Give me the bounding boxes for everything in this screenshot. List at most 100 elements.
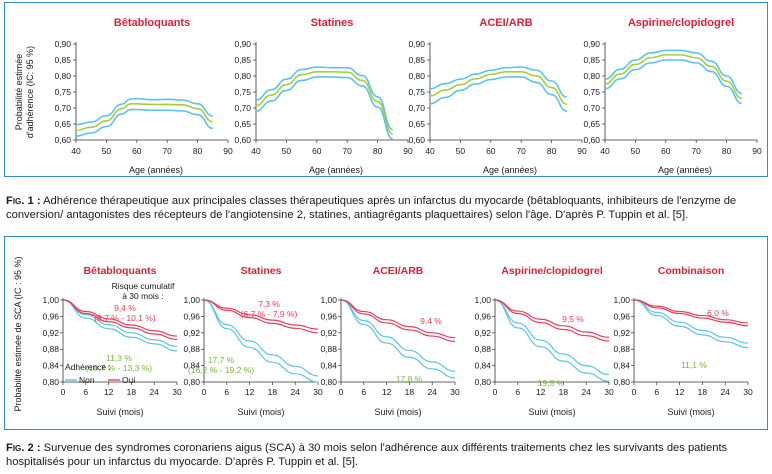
y-tick-label: 1,00 [474,295,491,305]
x-tick-label: 18 [698,387,708,397]
y-tick-label: 0,92 [42,328,59,338]
data-annotation: 11,3 % [106,353,132,363]
x-tick-label: 0 [202,387,207,397]
x-tick-label: 12 [104,387,114,397]
x-tick-label: 50 [102,146,112,156]
series-line [62,299,178,347]
data-annotation: 19,5 % [538,378,565,388]
chart-title: Combinaison [658,265,725,277]
series-line [494,299,610,342]
y-tick-label: 0,70 [234,103,251,113]
x-tick-label: 90 [752,146,762,156]
series-line [340,299,456,372]
data-annotation: 9,5 % [562,314,584,324]
y-tick-label: 0,88 [474,344,491,354]
y-axis-label: Probabilité estiméed'adhérence (IC: 95 %… [14,46,35,138]
y-tick-label: 0,84 [474,361,491,371]
y-tick-label: 0,88 [183,344,200,354]
x-tick-label: 90 [223,146,233,156]
chart-title: ACEI/ARB [373,265,424,277]
y-tick-label: 0,92 [320,328,337,338]
y-axis-label-line: Probabilité estimée [14,54,24,131]
x-tick-label: 50 [631,146,641,156]
y-tick-label: 1,00 [320,295,337,305]
x-tick-label: 12 [245,387,255,397]
x-axis-label: Age (années) [129,165,183,175]
y-tick-label: 0,84 [320,361,337,371]
x-tick-label: 30 [172,387,182,397]
series-line [633,299,749,349]
y-tick-label: 0,92 [613,328,630,338]
x-tick-label: 40 [71,146,81,156]
x-tick-label: 40 [251,146,261,156]
x-tick-label: 60 [486,146,496,156]
x-tick-label: 80 [373,146,383,156]
y-tick-label: 0,90 [54,39,71,49]
series-line [429,71,567,105]
y-tick-label: 0,80 [583,71,600,81]
x-tick-label: 24 [149,387,159,397]
x-tick-label: 30 [450,387,460,397]
series-line [203,299,319,383]
y-tick-label: 0,85 [408,55,425,65]
x-tick-label: 0 [339,387,344,397]
series-line [429,76,567,112]
data-annotation: (10,7 % - 13,3 %) [86,363,152,373]
y-tick-label: 0,65 [54,119,71,129]
y-tick-label: 0,96 [474,311,491,321]
x-tick-label: 18 [127,387,137,397]
x-tick-label: 18 [405,387,415,397]
y-tick-label: 0,90 [583,39,600,49]
data-annotation: 6,0 % [707,308,729,318]
series-line [62,299,178,337]
figure1-panel: Bêtabloquants 0,60 0,65 0,70 0,75 0,80 0,85 0,9… [4,2,768,177]
y-axis-label-line: d'adhérence (IC: 95 %) [25,46,35,138]
x-axis-label: Age (années) [658,165,712,175]
x-tick-label: 50 [282,146,292,156]
series-line [633,299,749,324]
y-tick-label: 1,00 [183,295,200,305]
y-tick-label: 0,88 [320,344,337,354]
y-axis-label: Probabilité estimée de SCA (IC : 95 %) [13,256,23,411]
series-line [62,299,178,352]
chart-title: Statines [241,265,282,277]
x-tick-label: 6 [224,387,229,397]
y-tick-label: 0,96 [183,311,200,321]
y-tick-label: 0,75 [54,87,71,97]
series-line [62,299,178,340]
x-tick-label: 6 [83,387,88,397]
y-tick-label: 0,70 [408,103,425,113]
y-tick-label: 0,80 [42,377,59,387]
series-line [604,54,743,100]
y-tick-label: 0,75 [408,87,425,97]
x-tick-label: 60 [132,146,142,156]
x-tick-label: 80 [193,146,203,156]
legend-non-label: Non [79,375,95,385]
x-tick-label: 24 [720,387,730,397]
y-tick-label: 0,90 [234,39,251,49]
series-line [494,299,610,382]
risk-label-line: Risque cumulatif [112,281,175,291]
x-tick-label: 24 [290,387,300,397]
chart-title: Aspirine/clopidogrel [501,265,603,277]
x-tick-label: 24 [581,387,591,397]
y-tick-label: 0,85 [234,55,251,65]
y-tick-label: 0,92 [183,328,200,338]
series-line [75,97,213,126]
x-tick-label: 40 [600,146,610,156]
figure1-caption-text: Adhérence thérapeutique aux principales … [6,195,737,221]
x-tick-label: 12 [382,387,392,397]
x-tick-label: 18 [268,387,278,397]
y-tick-label: 0,96 [320,311,337,321]
figure1-charts: Bêtabloquants 0,60 0,65 0,70 0,75 0,80 0,85 0,9… [14,17,762,175]
series-line [340,299,456,379]
x-tick-label: 30 [743,387,753,397]
series-line [75,103,213,132]
y-tick-label: 0,85 [583,55,600,65]
figure2-panel: Bêtabloquants 0,80 0,84 0,88 0,92 0,96 1,00 0 6 1… [4,236,768,430]
y-tick-label: 0,84 [42,361,59,371]
x-tick-label: 70 [516,146,526,156]
y-tick-label: 0,60 [408,135,425,145]
x-tick-label: 90 [403,146,413,156]
y-tick-label: 0,75 [234,87,251,97]
